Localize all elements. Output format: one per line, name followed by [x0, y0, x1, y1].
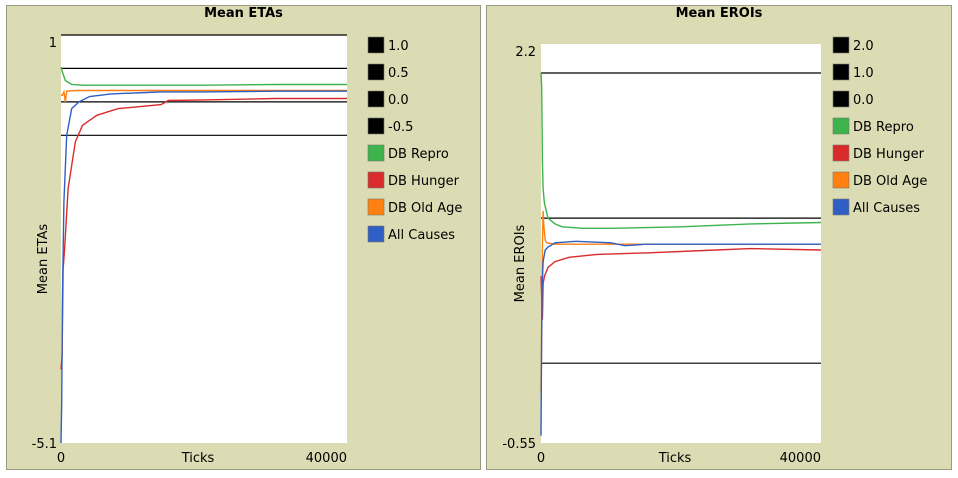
legend-swatch: [832, 171, 850, 189]
x-tick-label: 0: [57, 451, 65, 466]
legend-swatch: [832, 36, 850, 54]
legend-label: All Causes: [388, 228, 455, 243]
legend-label: DB Old Age: [853, 174, 927, 189]
chart-erois: 2.2 -0.550 40000 Ticks Mean EROIs 2.0 1.0 0.0 DB…: [502, 36, 927, 466]
series-line: [540, 72, 822, 229]
legend-swatch: [832, 144, 850, 162]
legend-swatch: [832, 63, 850, 81]
legend-swatch: [832, 198, 850, 216]
legend-swatch: [367, 171, 385, 189]
legend-swatch: [367, 36, 385, 54]
series-line: [540, 210, 821, 393]
y-axis-label: Mean EROIs: [513, 224, 528, 302]
legend-swatch: [367, 225, 385, 243]
x-axis-label: Ticks: [181, 451, 215, 466]
legend-swatch: [832, 90, 850, 108]
y-tick-label: 1: [49, 36, 57, 51]
legend-label: DB Repro: [388, 147, 449, 162]
series-line: [540, 247, 822, 320]
plot-panel-erois: Mean EROIs 2.2 -0.55 0 40000 Ticks Mean EROIs…: [486, 5, 952, 470]
plot-panel-etas: Mean ETAs 1 -5.1 0 40000 Ticks Mean ETAs 1.0 0.…: [6, 5, 481, 470]
legend-label: DB Old Age: [388, 201, 462, 216]
legend-swatch: [367, 63, 385, 81]
legend-label: 2.0: [853, 39, 874, 54]
legend-swatch: [367, 144, 385, 162]
series-line: [60, 66, 347, 86]
legend-label: 1.0: [853, 66, 874, 81]
legend-label: DB Repro: [853, 120, 914, 135]
chart-etas: 1 -5.10 40000 Ticks Mean ETAs 1.0 0.5 0.0 -0.5 DB…: [32, 34, 462, 466]
plot-title: Mean EROIs: [675, 6, 763, 21]
y-tick-label: -0.55: [502, 437, 536, 452]
legend-label: 1.0: [388, 39, 409, 54]
x-tick-label: 0: [537, 451, 545, 466]
x-tick-label: 40000: [306, 451, 347, 466]
legend-swatch: [832, 117, 850, 135]
legend-label: 0.5: [388, 66, 409, 81]
legend-swatch: [367, 117, 385, 135]
x-axis-label: Ticks: [658, 451, 692, 466]
plot-title: Mean ETAs: [204, 6, 283, 21]
x-tick-label: 40000: [780, 451, 821, 466]
legend-swatch: [367, 198, 385, 216]
y-tick-label: 2.2: [515, 45, 536, 60]
series-line: [61, 89, 347, 102]
series-line: [60, 90, 347, 444]
legend-label: DB Hunger: [388, 174, 460, 189]
legend-swatch: [367, 90, 385, 108]
y-tick-label: -5.1: [32, 437, 57, 452]
legend-label: 0.0: [853, 93, 874, 108]
legend-label: DB Hunger: [853, 147, 925, 162]
plot-area: [61, 35, 347, 443]
legend-label: 0.0: [388, 93, 409, 108]
series-line: [540, 240, 821, 436]
legend-label: All Causes: [853, 201, 920, 216]
y-axis-label: Mean ETAs: [36, 224, 51, 295]
legend-label: -0.5: [388, 120, 413, 135]
